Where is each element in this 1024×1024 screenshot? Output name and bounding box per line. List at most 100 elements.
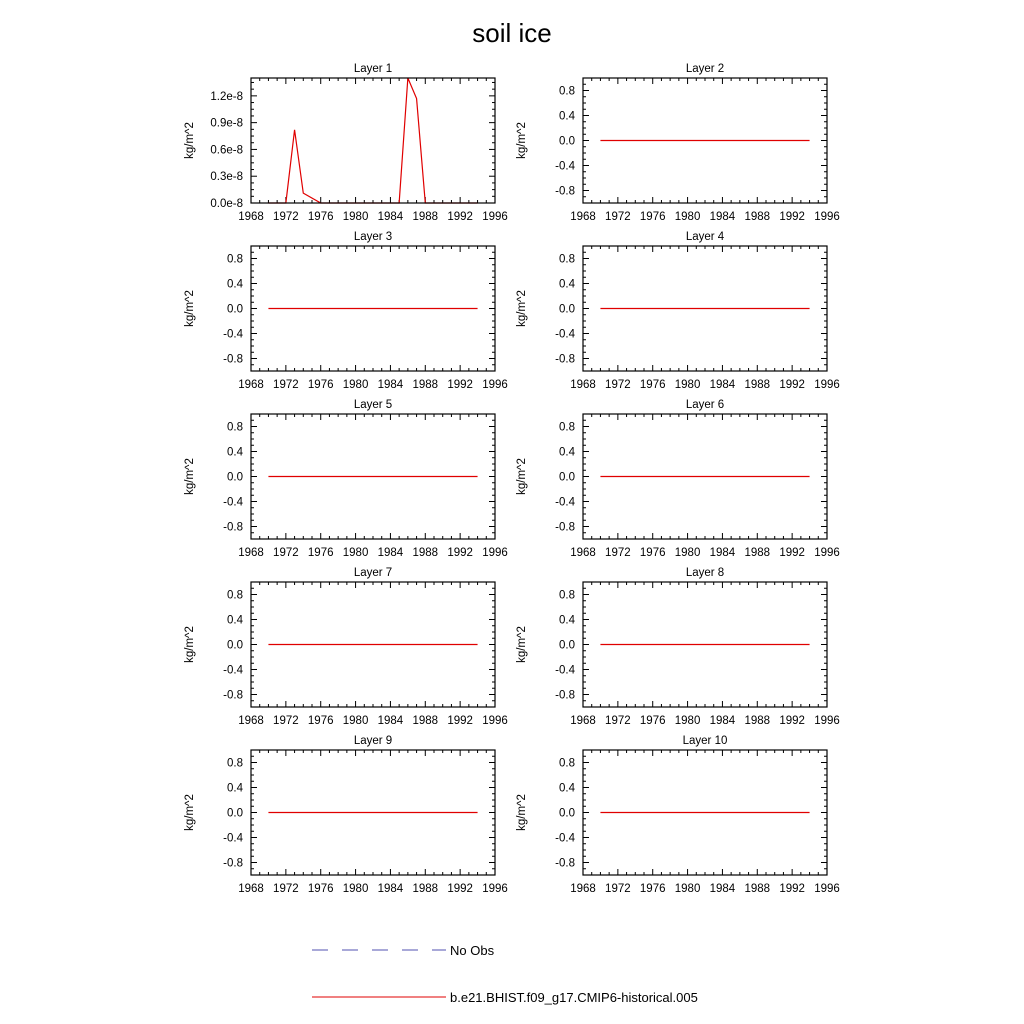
y-axis-label: kg/m^2: [184, 290, 196, 327]
y-tick-label: 0.8: [227, 254, 243, 266]
y-tick-label: -0.8: [223, 690, 243, 702]
y-tick-label: -0.8: [555, 858, 575, 870]
x-tick-label: 1984: [378, 379, 404, 391]
y-tick-label: 0.9e-8: [210, 118, 243, 130]
plot-frame: [250, 245, 496, 372]
x-tick-label: 1980: [675, 883, 701, 895]
x-tick-label: 1988: [744, 547, 770, 559]
x-tick-label: 1976: [640, 211, 666, 223]
plot-frame: [582, 245, 828, 372]
y-axis-label: kg/m^2: [184, 794, 196, 831]
x-tick-label: 1988: [744, 883, 770, 895]
panel-title: Layer 2: [686, 63, 724, 75]
y-tick-label: -0.8: [555, 186, 575, 198]
x-tick-label: 1968: [570, 547, 596, 559]
y-tick-label: -0.8: [223, 354, 243, 366]
plot-frame: [582, 413, 828, 540]
x-tick-label: 1996: [814, 547, 840, 559]
y-tick-label: 0.0: [559, 472, 575, 484]
x-tick-label: 1992: [779, 379, 805, 391]
y-tick-label: 0.0: [227, 472, 243, 484]
panel-layer-4: Layer 4 kg/m^2 1968 1972 1976 1980 1984 1988 199…: [516, 231, 840, 391]
x-tick-label: 1988: [412, 547, 438, 559]
x-tick-label: 1996: [482, 883, 508, 895]
y-axis-label: kg/m^2: [516, 458, 528, 495]
legend: No Obs b.e21.BHIST.f09_g17.CMIP6-historic…: [312, 943, 698, 1005]
y-tick-label: 0.0: [559, 640, 575, 652]
x-tick-label: 1968: [238, 211, 264, 223]
y-tick-label: -0.4: [223, 833, 243, 845]
legend-entry: No Obs: [312, 943, 495, 958]
x-tick-label: 1996: [482, 379, 508, 391]
y-tick-label: 0.4: [559, 111, 576, 123]
x-tick-label: 1996: [482, 547, 508, 559]
x-tick-label: 1984: [378, 883, 404, 895]
x-tick-label: 1972: [605, 715, 631, 727]
y-axis-label: kg/m^2: [184, 626, 196, 663]
x-tick-label: 1980: [675, 379, 701, 391]
panel-layer-1: Layer 1 kg/m^2 1968 1972 1976 1980 1984 1988 199…: [184, 63, 508, 223]
y-tick-label: 0.8: [227, 590, 243, 602]
panel-layer-2: Layer 2 kg/m^2 1968 1972 1976 1980 1984 1988 199…: [516, 63, 840, 223]
y-tick-label: -0.4: [223, 665, 243, 677]
y-tick-label: -0.4: [555, 161, 575, 173]
panel-layer-5: Layer 5 kg/m^2 1968 1972 1976 1980 1984 1988 199…: [184, 399, 508, 559]
y-tick-label: 0.8: [559, 422, 575, 434]
x-tick-label: 1984: [710, 883, 736, 895]
y-tick-label: 0.4: [227, 279, 244, 291]
x-tick-label: 1996: [814, 715, 840, 727]
x-tick-label: 1984: [710, 379, 736, 391]
y-tick-label: 0.4: [559, 447, 576, 459]
y-tick-label: 0.8: [227, 758, 243, 770]
y-tick-label: 0.0: [227, 640, 243, 652]
y-tick-label: 0.3e-8: [210, 171, 243, 183]
x-tick-label: 1988: [412, 379, 438, 391]
x-tick-label: 1980: [343, 379, 369, 391]
y-tick-label: 0.0: [559, 304, 575, 316]
y-tick-label: 0.0: [559, 808, 575, 820]
legend-entry: b.e21.BHIST.f09_g17.CMIP6-historical.005: [312, 990, 698, 1005]
x-tick-label: 1992: [779, 547, 805, 559]
y-axis-label: kg/m^2: [516, 794, 528, 831]
x-tick-label: 1984: [378, 211, 404, 223]
x-tick-label: 1968: [238, 715, 264, 727]
y-tick-label: -0.8: [555, 354, 575, 366]
y-axis-label: kg/m^2: [516, 122, 528, 159]
y-tick-label: 0.8: [559, 86, 575, 98]
y-tick-label: -0.4: [555, 665, 575, 677]
panel-title: Layer 5: [354, 399, 392, 411]
panel-layer-9: Layer 9 kg/m^2 1968 1972 1976 1980 1984 1988 199…: [184, 735, 508, 895]
x-tick-label: 1976: [308, 715, 334, 727]
x-tick-label: 1980: [343, 715, 369, 727]
x-tick-label: 1976: [308, 379, 334, 391]
panel-layer-7: Layer 7 kg/m^2 1968 1972 1976 1980 1984 1988 199…: [184, 567, 508, 727]
y-tick-label: 0.8: [227, 422, 243, 434]
y-tick-label: 0.4: [227, 783, 244, 795]
panel-title: Layer 10: [683, 735, 728, 747]
x-tick-label: 1976: [308, 547, 334, 559]
x-tick-label: 1984: [710, 211, 736, 223]
x-tick-label: 1992: [779, 211, 805, 223]
x-tick-label: 1992: [779, 883, 805, 895]
y-axis-label: kg/m^2: [516, 290, 528, 327]
x-tick-label: 1972: [273, 883, 299, 895]
y-tick-label: 0.8: [559, 254, 575, 266]
panel-layer-3: Layer 3 kg/m^2 1968 1972 1976 1980 1984 1988 199…: [184, 231, 508, 391]
panel-title: Layer 6: [686, 399, 724, 411]
x-tick-label: 1992: [447, 379, 473, 391]
y-axis-label: kg/m^2: [516, 626, 528, 663]
plot-frame: [582, 749, 828, 876]
panel-title: Layer 4: [686, 231, 725, 243]
x-tick-label: 1972: [273, 547, 299, 559]
panel-layer-6: Layer 6 kg/m^2 1968 1972 1976 1980 1984 1988 199…: [516, 399, 840, 559]
panel-title: Layer 8: [686, 567, 724, 579]
y-tick-label: 0.4: [559, 279, 576, 291]
y-tick-label: -0.4: [223, 329, 243, 341]
x-tick-label: 1988: [412, 715, 438, 727]
y-tick-label: 0.4: [559, 783, 576, 795]
x-tick-label: 1972: [273, 715, 299, 727]
legend-label: b.e21.BHIST.f09_g17.CMIP6-historical.005: [450, 990, 698, 1005]
x-tick-label: 1976: [640, 379, 666, 391]
x-tick-label: 1980: [675, 715, 701, 727]
